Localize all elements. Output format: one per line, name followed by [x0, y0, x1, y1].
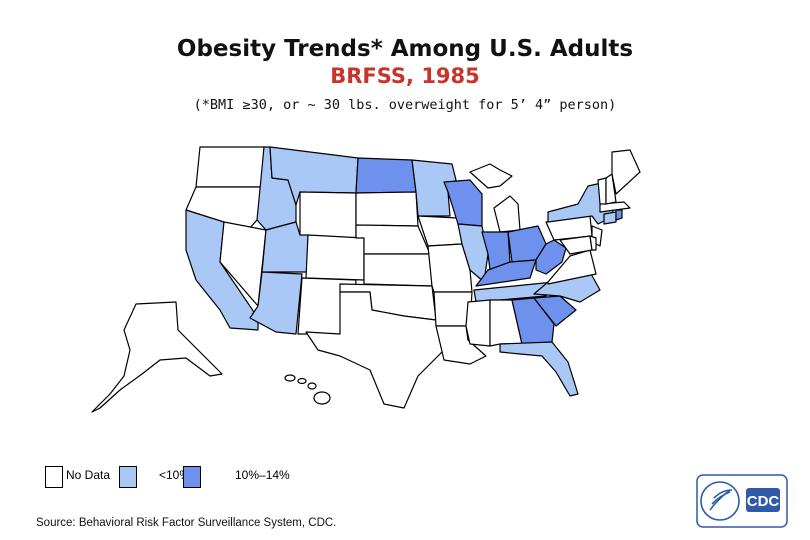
hhs-eagle-icon [700, 481, 740, 521]
cdc-logo-text: CDC [747, 493, 780, 510]
state-kansas [363, 253, 433, 287]
legend-label-10-14: 10%–14% [235, 468, 290, 482]
state-south-dakota [355, 191, 419, 227]
legend: No Data <10% 10%–14% [45, 462, 315, 490]
state-delaware [589, 235, 597, 251]
state-arizona [249, 271, 303, 335]
state-massachusetts [599, 201, 631, 213]
legend-swatch-no-data [45, 466, 63, 488]
state-hawaii [284, 374, 331, 405]
state-washington [195, 146, 265, 188]
state-kentucky [475, 259, 537, 287]
map-title: Obesity Trends* Among U.S. Adults [176, 36, 634, 62]
map-subtitle: BRFSS, 1985 [330, 64, 480, 88]
legend-swatch-lt10 [119, 466, 137, 488]
state-wyoming [299, 191, 357, 239]
state-maine [611, 149, 641, 195]
state-south-carolina [533, 295, 577, 327]
state-new-hampshire [605, 173, 617, 205]
state-west-virginia [535, 239, 567, 275]
state-rhode-island [615, 209, 623, 221]
legend-label-no-data: No Data [66, 468, 111, 482]
legend-swatch-10-14 [183, 466, 201, 488]
state-texas [305, 291, 445, 409]
state-mississippi [465, 299, 491, 347]
legend-label-lt10: <10% [159, 468, 191, 482]
hhs-cdc-logo: CDC [696, 474, 788, 528]
state-georgia [511, 297, 555, 345]
state-virginia [547, 249, 597, 285]
state-alaska [91, 301, 223, 413]
state-michigan [469, 163, 521, 233]
state-vermont [597, 177, 607, 205]
state-connecticut [603, 211, 617, 225]
bmi-note: (*BMI ≥30, or ~ 30 lbs. overweight for 5… [193, 97, 617, 113]
source-note: Source: Behavioral Risk Factor Surveilla… [36, 517, 337, 529]
state-florida [499, 341, 579, 397]
state-north-dakota [355, 157, 417, 194]
state-colorado [305, 234, 365, 281]
state-minnesota [411, 159, 457, 217]
state-oregon [185, 186, 265, 231]
state-nebraska [355, 224, 431, 255]
